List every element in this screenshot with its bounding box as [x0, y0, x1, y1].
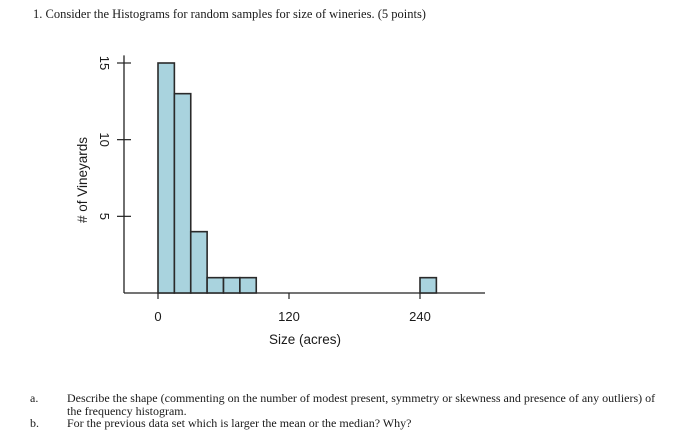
y-tick-label-10: 10: [97, 132, 112, 146]
subquestion-b-text: For the previous data set which is large…: [67, 416, 412, 430]
y-tick-label-5: 5: [97, 213, 112, 220]
x-tick-label-120: 120: [278, 309, 300, 324]
histogram-bar-7: [419, 276, 438, 294]
histogram-bar-0: [157, 62, 176, 294]
question-title: 1. Consider the Histograms for random sa…: [33, 7, 426, 21]
histogram-bar-1: [173, 92, 192, 294]
subquestion-a-text: Describe the shape (commenting on the nu…: [67, 391, 656, 418]
histogram-bar-2: [189, 230, 208, 294]
histogram-bar-4: [222, 276, 241, 294]
histogram-svg: 5 10 15 0 120 240 Size (acres) # of Vineyards: [75, 55, 485, 347]
x-tick-label-240: 240: [409, 309, 431, 324]
subquestion-a-letter: a.: [30, 391, 39, 405]
x-axis-label: Size (acres): [269, 332, 341, 347]
y-tick-label-15: 15: [97, 56, 112, 70]
histogram-bar-3: [206, 276, 225, 294]
histogram-bar-5: [239, 276, 258, 294]
histogram-chart: 5 10 15 0 120 240 Size (acres) # of Vineyards: [75, 55, 485, 347]
x-tick-label-0: 0: [154, 309, 161, 324]
subquestion-b-letter: b.: [30, 416, 39, 430]
y-axis-label: # of Vineyards: [75, 137, 90, 223]
